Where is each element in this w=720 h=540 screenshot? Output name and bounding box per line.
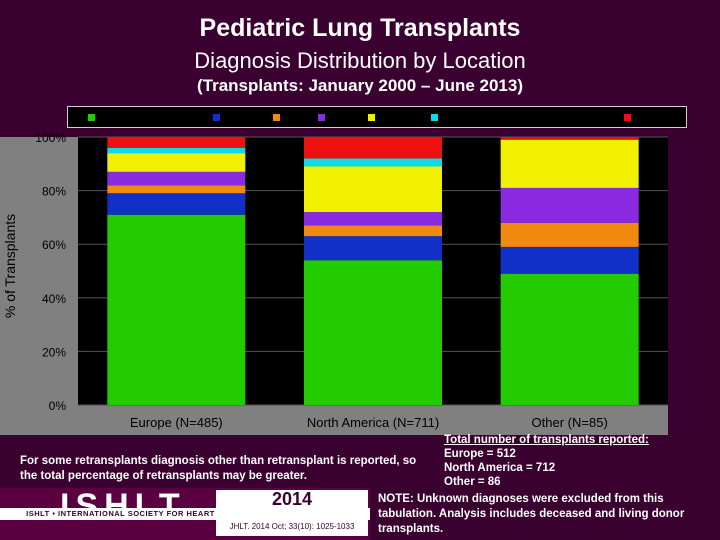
totals-north-america: North America = 712: [444, 462, 556, 474]
y-tick-label: 20%: [42, 345, 66, 359]
bar-segment: [304, 158, 442, 167]
exclusion-note: NOTE: Unknown diagnoses were excluded fr…: [378, 493, 685, 535]
bar-segment: [304, 225, 442, 237]
chart-subtitle: Diagnosis Distribution by Location: [194, 48, 526, 73]
legend-swatch: [318, 114, 325, 121]
bar-segment: [500, 273, 639, 405]
stacked-bar-chart: 0% 20% 40% 60% 80% 100% Europe (N=485) North Am…: [0, 131, 668, 435]
legend-swatch: [624, 114, 631, 121]
totals-header: Total number of transplants reported:: [444, 434, 649, 446]
totals-europe: Europe = 512: [444, 448, 516, 460]
bar-segment: [107, 171, 246, 186]
legend-swatch: [368, 114, 375, 121]
legend: [67, 106, 687, 128]
bar-segment: [304, 236, 442, 261]
bar-segment: [304, 212, 442, 226]
year-box: [216, 490, 368, 536]
bar-segment: [500, 222, 639, 247]
bar-segment: [304, 260, 442, 405]
bar-segment: [304, 137, 442, 159]
bar-segment: [304, 166, 442, 213]
bar-segment: [107, 214, 246, 405]
bar-segment: [107, 185, 246, 194]
chart-title: Pediatric Lung Transplants: [199, 14, 521, 42]
retransplant-note: For some retransplants diagnosis other t…: [20, 455, 417, 482]
journal-citation: JHLT. 2014 Oct; 33(10): 1025-1033: [229, 522, 355, 531]
ishlt-logo-letters: ISHLT: [60, 487, 186, 525]
bar-segment: [500, 187, 639, 223]
axis-gutter: [0, 137, 78, 435]
legend-swatch: [273, 114, 280, 121]
y-tick-label: 0%: [49, 399, 67, 413]
x-tick-label: North America (N=711): [307, 415, 439, 430]
bar-segment: [500, 137, 639, 140]
x-tick-label: Europe (N=485): [130, 415, 223, 430]
category-band: [78, 405, 668, 435]
bar-segment: [500, 246, 639, 274]
bar-segment: [500, 139, 639, 188]
y-tick-label: 100%: [35, 131, 66, 145]
bar-segment: [107, 193, 246, 215]
bar-segment: [107, 153, 246, 172]
report-year: 2014: [271, 489, 313, 509]
y-tick-label: 60%: [42, 238, 66, 252]
totals-block: Total number of transplants reported: Eu…: [444, 433, 714, 489]
x-tick-label: Other (N=85): [532, 415, 608, 430]
legend-swatch: [213, 114, 220, 121]
legend-swatch: [431, 114, 438, 121]
bar-segment: [107, 137, 246, 148]
legend-swatch: [88, 114, 95, 121]
y-tick-label: 80%: [42, 185, 66, 199]
y-tick-label: 40%: [42, 292, 66, 306]
y-axis-label: % of Transplants: [2, 213, 18, 319]
totals-other: Other = 86: [444, 476, 501, 488]
chart-period: (Transplants: January 2000 – June 2013): [197, 76, 523, 95]
bar-segment: [107, 147, 246, 154]
